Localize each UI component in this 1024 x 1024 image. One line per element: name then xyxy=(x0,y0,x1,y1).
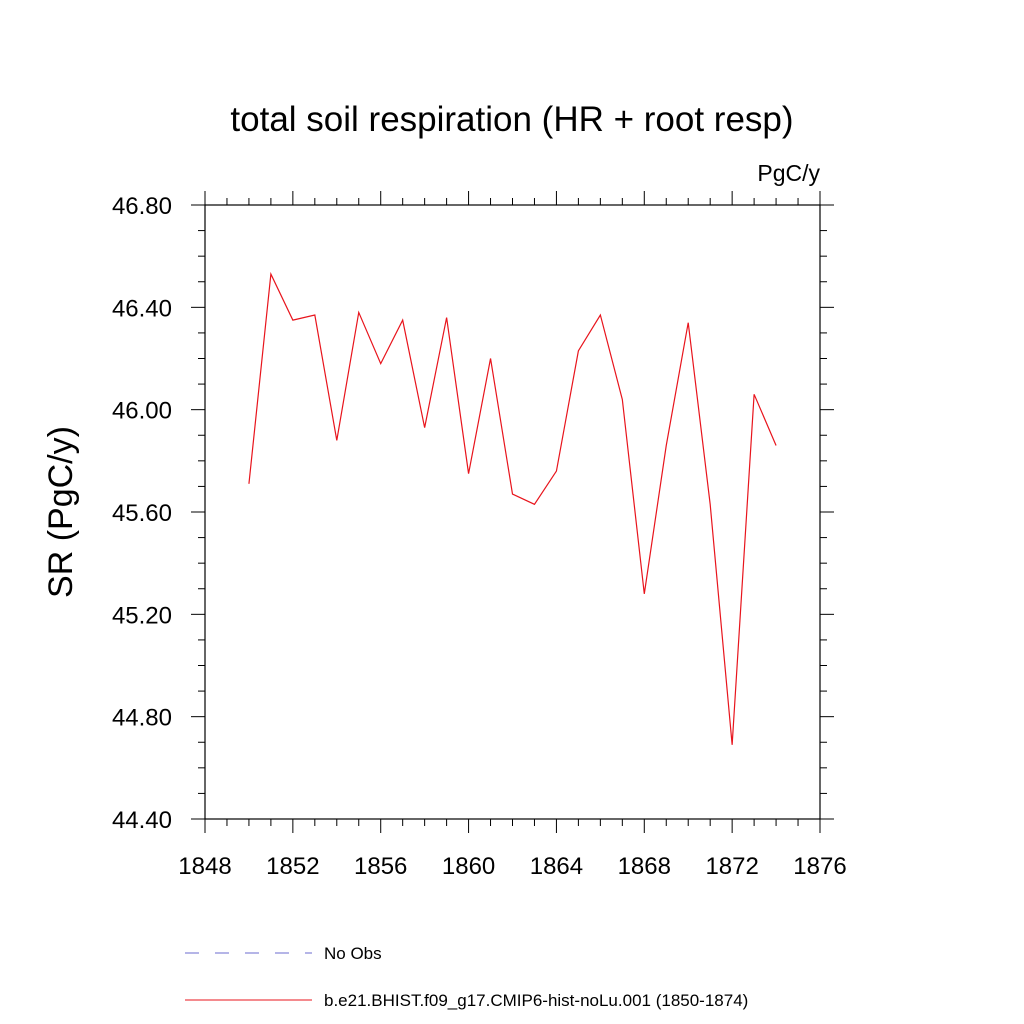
x-tick-label: 1848 xyxy=(178,853,231,880)
y-axis-label: SR (PgC/y) xyxy=(42,426,80,598)
legend-label-model: b.e21.BHIST.f09_g17.CMIP6-hist-noLu.001 … xyxy=(324,991,748,1010)
series-lines xyxy=(248,271,777,745)
y-tick-label: 44.40 xyxy=(112,807,172,834)
series-line-0 xyxy=(248,271,777,745)
x-tick-label: 1872 xyxy=(705,853,758,880)
y-tick-label: 46.00 xyxy=(112,398,172,425)
units-label: PgC/y xyxy=(757,160,820,186)
y-tick-label: 46.80 xyxy=(112,193,172,220)
legend-label-no-obs: No Obs xyxy=(324,944,382,963)
legend: No Obs b.e21.BHIST.f09_g17.CMIP6-hist-no… xyxy=(185,944,748,1010)
x-tick-label: 1860 xyxy=(442,853,495,880)
y-tick-label: 46.40 xyxy=(112,295,172,322)
axis-ticks xyxy=(191,191,834,833)
x-tick-label: 1864 xyxy=(530,853,583,880)
x-tick-label: 1868 xyxy=(618,853,671,880)
y-tick-label: 44.80 xyxy=(112,705,172,732)
y-tick-label: 45.60 xyxy=(112,500,172,527)
y-tick-label: 45.20 xyxy=(112,602,172,629)
axis-tick-labels: 1848 1852 1856 1860 1864 1868 1872 1876 44.80 45.… xyxy=(112,193,847,880)
chart-title: total soil respiration (HR + root resp) xyxy=(230,100,793,139)
x-tick-label: 1876 xyxy=(793,853,846,880)
x-tick-label: 1852 xyxy=(266,853,319,880)
plot-frame xyxy=(204,204,821,820)
x-tick-label: 1856 xyxy=(354,853,407,880)
